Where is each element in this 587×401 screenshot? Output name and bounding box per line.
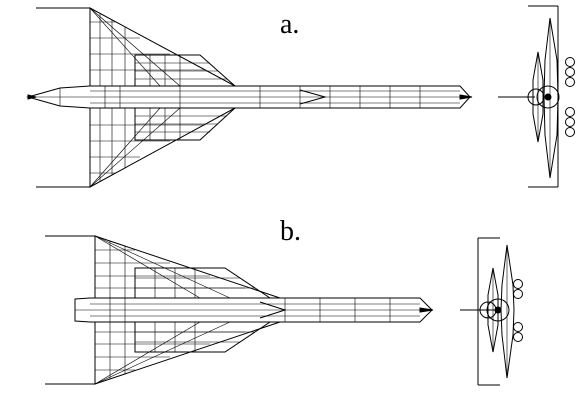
panel-a-label: a.	[280, 9, 299, 40]
panel-b-label: b.	[280, 216, 301, 247]
panel-a-front-view	[498, 5, 575, 188]
panel-a-plan-view	[26, 7, 473, 188]
panel-b: b.	[45, 216, 523, 386]
panel-b-front-view	[460, 237, 523, 386]
panel-a: a.	[26, 5, 575, 188]
panel-b-plan-view	[45, 235, 434, 385]
